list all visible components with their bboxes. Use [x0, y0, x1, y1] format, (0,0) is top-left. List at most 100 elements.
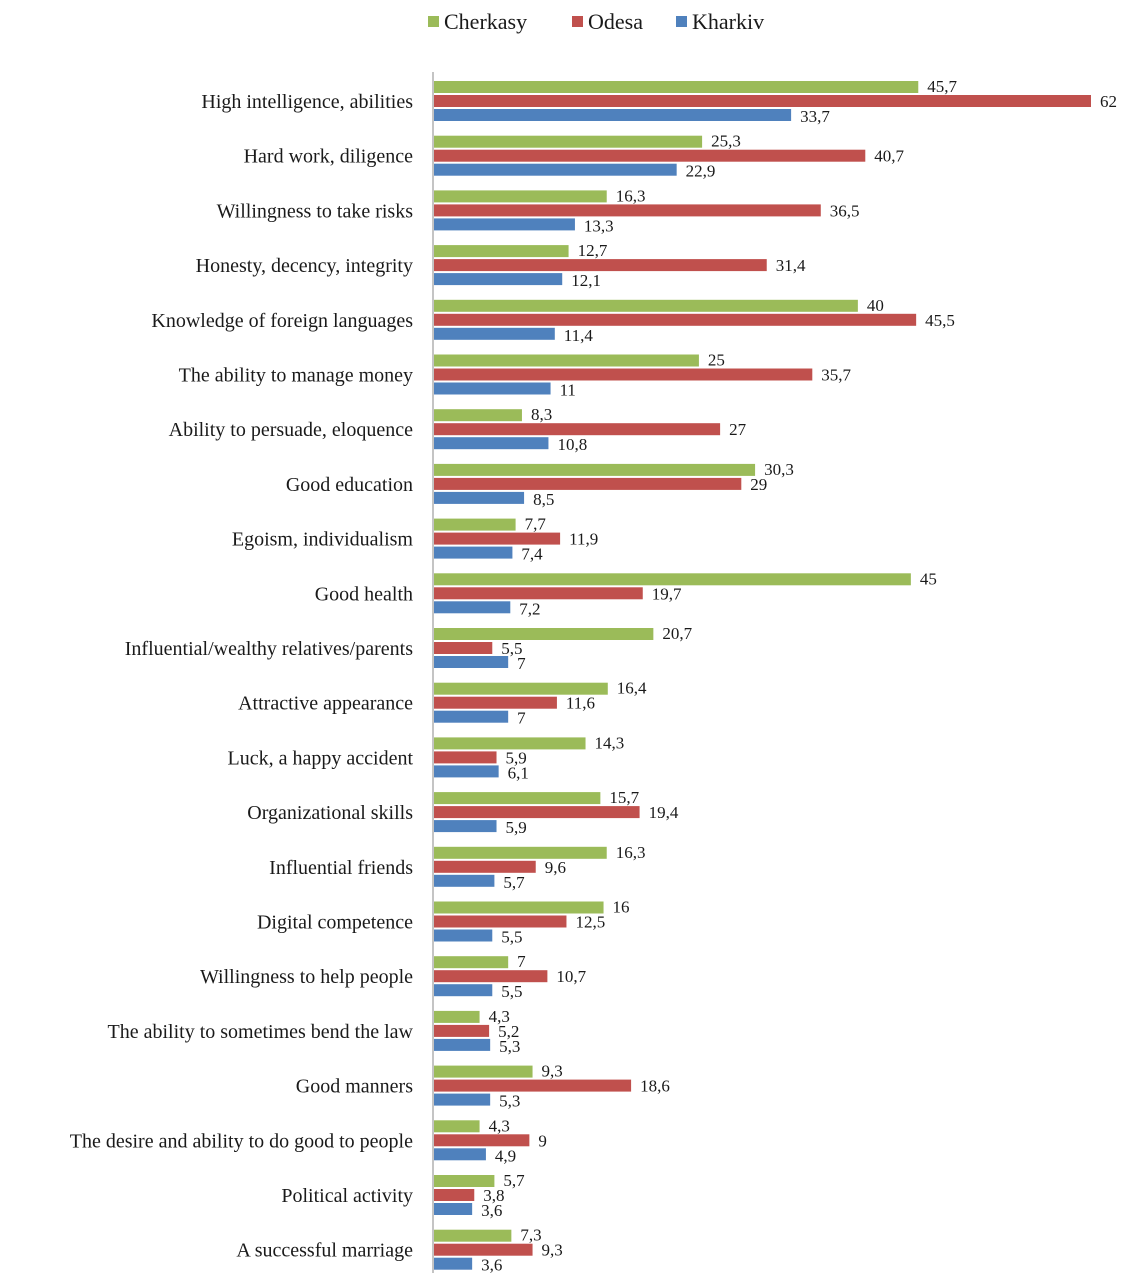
bar-kharkiv: [434, 109, 792, 121]
bar-odesa: [434, 313, 917, 326]
bar-kharkiv: [434, 1093, 491, 1106]
bar-kharkiv: [434, 218, 575, 231]
value-label-kharkiv: 5,3: [499, 1037, 520, 1056]
value-label-odesa: 29: [750, 475, 767, 494]
bar-cherkasy: [434, 682, 608, 695]
value-label-odesa: 19,7: [652, 584, 682, 603]
bar-odesa: [434, 1189, 475, 1201]
bar-cherkasy: [434, 81, 919, 93]
bar-odesa: [434, 477, 742, 490]
bar-cherkasy: [434, 792, 601, 805]
category-label: Influential/wealthy relatives/parents: [125, 638, 413, 660]
value-label-odesa: 18,6: [640, 1077, 670, 1096]
value-label-kharkiv: 5,7: [503, 873, 525, 892]
category-label: The ability to sometimes bend the law: [108, 1021, 414, 1043]
bar-odesa: [434, 1134, 530, 1147]
bar-cherkasy: [434, 354, 699, 367]
bar-cherkasy: [434, 628, 654, 640]
bar-kharkiv: [434, 163, 677, 176]
value-label-cherkasy: 25,3: [711, 132, 741, 151]
bar-cherkasy: [434, 1010, 480, 1023]
value-label-cherkasy: 16,4: [617, 679, 647, 698]
value-label-cherkasy: 45: [920, 569, 937, 588]
bar-kharkiv: [434, 820, 497, 833]
bar-cherkasy: [434, 190, 607, 203]
value-label-cherkasy: 45,7: [927, 77, 957, 96]
value-label-kharkiv: 12,1: [571, 271, 601, 290]
category-label: Organizational skills: [247, 802, 413, 824]
bar-kharkiv: [434, 656, 509, 668]
bar-kharkiv: [434, 1257, 473, 1270]
category-label: Willingness to take risks: [217, 200, 414, 222]
bar-cherkasy: [434, 1065, 533, 1078]
bar-kharkiv: [434, 984, 493, 997]
category-label: Attractive appearance: [238, 693, 413, 715]
value-label-kharkiv: 11,4: [564, 326, 594, 345]
value-label-kharkiv: 3,6: [481, 1201, 502, 1220]
legend-swatch-odesa: [572, 16, 583, 27]
bar-kharkiv: [434, 273, 563, 286]
bar-odesa: [434, 806, 640, 819]
bar-odesa: [434, 860, 536, 873]
legend-swatch-cherkasy: [428, 16, 439, 27]
value-label-kharkiv: 5,5: [501, 982, 522, 1001]
value-label-odesa: 5,2: [498, 1022, 519, 1041]
bar-cherkasy: [434, 956, 509, 969]
legend-label-odesa: Odesa: [588, 9, 643, 34]
legend: Cherkasy Odesa Kharkiv: [428, 9, 764, 34]
category-label: Good education: [286, 474, 413, 496]
category-label: Political activity: [281, 1185, 413, 1207]
value-label-odesa: 5,9: [506, 748, 527, 767]
bar-kharkiv: [434, 765, 499, 778]
value-label-kharkiv: 10,8: [557, 435, 587, 454]
bar-cherkasy: [434, 1229, 512, 1242]
value-label-cherkasy: 9,3: [542, 1062, 563, 1081]
value-label-kharkiv: 8,5: [533, 490, 554, 509]
value-label-cherkasy: 12,7: [578, 241, 608, 260]
bar-odesa: [434, 915, 567, 928]
value-label-kharkiv: 22,9: [686, 162, 716, 181]
legend-label-kharkiv: Kharkiv: [692, 9, 764, 34]
value-label-odesa: 35,7: [821, 366, 851, 385]
value-label-cherkasy: 7: [517, 952, 526, 971]
category-label: Honesty, decency, integrity: [196, 255, 413, 277]
value-label-cherkasy: 20,7: [662, 624, 692, 643]
bar-cherkasy: [434, 846, 607, 859]
value-label-kharkiv: 13,3: [584, 216, 614, 235]
value-label-cherkasy: 16,3: [616, 186, 646, 205]
value-label-kharkiv: 11: [560, 381, 576, 400]
bar-odesa: [434, 970, 548, 983]
bar-odesa: [434, 368, 813, 381]
bar-kharkiv: [434, 437, 549, 450]
bar-kharkiv: [434, 1148, 486, 1161]
bar-cherkasy: [434, 409, 522, 422]
category-label: Influential friends: [269, 857, 413, 879]
value-label-cherkasy: 5,7: [503, 1171, 525, 1190]
category-label: The ability to manage money: [179, 365, 413, 387]
bar-odesa: [434, 1024, 490, 1037]
value-label-odesa: 10,7: [556, 967, 586, 986]
value-label-cherkasy: 7,7: [525, 515, 547, 534]
bar-cherkasy: [434, 463, 756, 476]
bar-kharkiv: [434, 1038, 491, 1051]
bar-odesa: [434, 149, 866, 162]
value-label-odesa: 31,4: [776, 256, 806, 275]
legend-label-cherkasy: Cherkasy: [444, 9, 527, 34]
value-label-cherkasy: 4,3: [489, 1116, 510, 1135]
bar-cherkasy: [434, 245, 569, 258]
value-label-kharkiv: 7: [517, 709, 526, 728]
bar-odesa: [434, 423, 721, 436]
category-label: A successful marriage: [236, 1240, 413, 1262]
value-label-odesa: 9,3: [542, 1241, 563, 1260]
value-label-cherkasy: 40: [867, 296, 884, 315]
bar-cherkasy: [434, 737, 586, 750]
category-labels: High intelligence, abilities Hard work, d…: [70, 91, 414, 1262]
bar-kharkiv: [434, 874, 495, 887]
value-label-kharkiv: 4,9: [495, 1146, 516, 1165]
category-label: Knowledge of foreign languages: [151, 310, 413, 332]
value-label-kharkiv: 5,5: [501, 928, 522, 947]
value-label-odesa: 40,7: [874, 147, 904, 166]
value-label-odesa: 27: [729, 420, 747, 439]
